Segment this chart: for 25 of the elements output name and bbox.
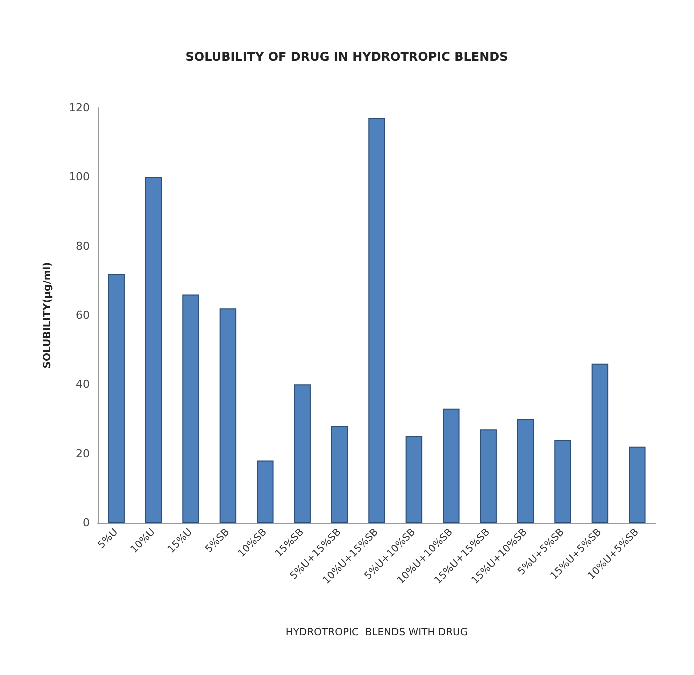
y-tick-label: 120 — [69, 102, 90, 114]
y-tick-label: 100 — [69, 170, 90, 184]
bar — [220, 308, 237, 523]
y-tick-label: 80 — [76, 240, 90, 253]
y-tick-label: 20 — [76, 447, 90, 460]
bar — [294, 384, 311, 523]
bar — [257, 460, 274, 523]
y-tick-label: 60 — [76, 309, 90, 322]
bar — [517, 419, 534, 523]
bar — [145, 177, 162, 523]
bar — [108, 274, 125, 523]
bar — [629, 446, 646, 523]
bar — [554, 440, 572, 523]
bar — [182, 294, 200, 523]
chart-title: SOLUBILITY OF DRUG IN HYDROTROPIC BLENDS — [186, 50, 508, 64]
x-axis-title: HYDROTROPIC BLENDS WITH DRUG — [286, 628, 468, 638]
bar — [368, 118, 386, 523]
bar — [443, 408, 460, 523]
bar — [331, 426, 348, 523]
y-tick-label: 0 — [83, 516, 90, 530]
y-axis-title: SOLUBILITY(µg/ml) — [42, 262, 54, 369]
y-tick-label: 40 — [76, 378, 90, 392]
bar — [406, 436, 423, 523]
bar — [592, 364, 609, 523]
bar — [480, 430, 497, 523]
